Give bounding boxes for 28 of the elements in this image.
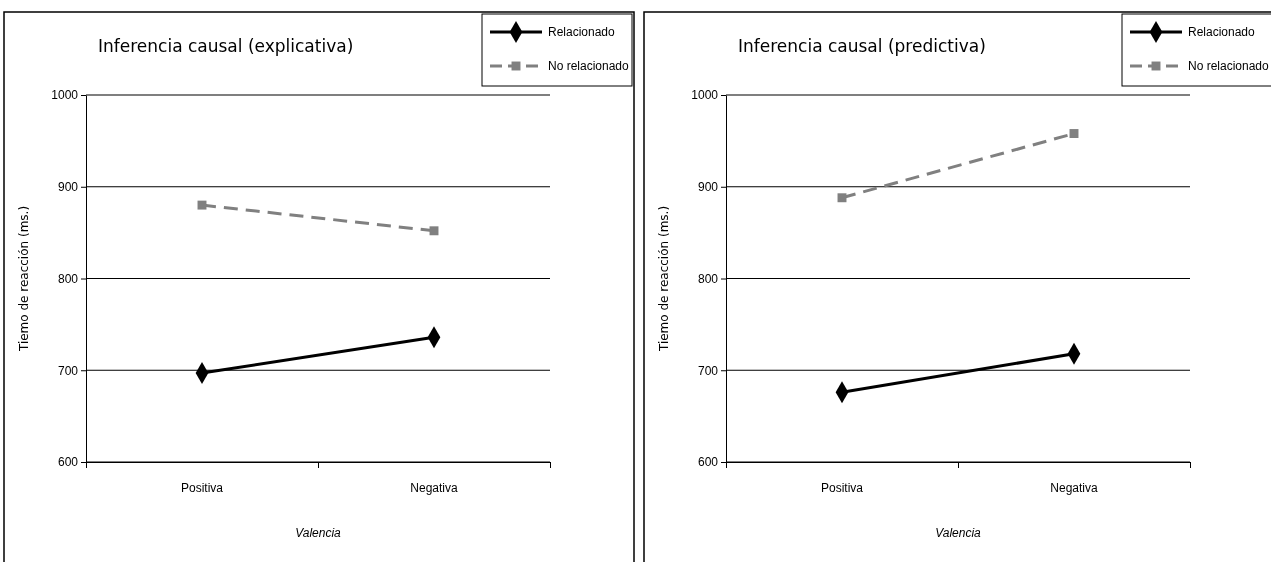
x-tick-label: Positiva: [180, 481, 224, 495]
x-axis-title: Valencia: [295, 526, 342, 540]
y-axis-title: Tiemo de reacción (ms.): [657, 205, 671, 353]
point: [197, 200, 207, 210]
chart-title: Inferencia causal (explicativa): [98, 36, 354, 56]
point: [837, 193, 847, 203]
x-tick-label: Negativa: [1050, 481, 1098, 495]
y-tick-label: 1000: [691, 88, 719, 103]
legend-label: Relacionado: [1188, 25, 1256, 39]
y-tick-label: 600: [697, 455, 719, 470]
y-tick-label: 600: [57, 455, 79, 470]
point: [1069, 129, 1079, 139]
point: [429, 226, 439, 236]
x-tick-label: Positiva: [820, 481, 864, 495]
x-tick-label: Negativa: [410, 481, 458, 495]
y-tick-label: 1000: [51, 88, 79, 103]
y-tick-label: 800: [57, 271, 79, 286]
legend-label: No relacionado: [548, 59, 630, 73]
y-tick-label: 900: [697, 180, 719, 195]
y-tick-label: 900: [57, 180, 79, 195]
legend-label: No relacionado: [1188, 59, 1270, 73]
y-tick-label: 800: [697, 271, 719, 286]
y-tick-label: 700: [697, 363, 719, 378]
y-axis-title: Tiemo de reacción (ms.): [17, 205, 31, 353]
legend-label: Relacionado: [548, 25, 616, 39]
chart-title: Inferencia causal (predictiva): [738, 36, 986, 56]
x-axis-title: Valencia: [935, 526, 982, 540]
y-tick-label: 700: [57, 363, 79, 378]
